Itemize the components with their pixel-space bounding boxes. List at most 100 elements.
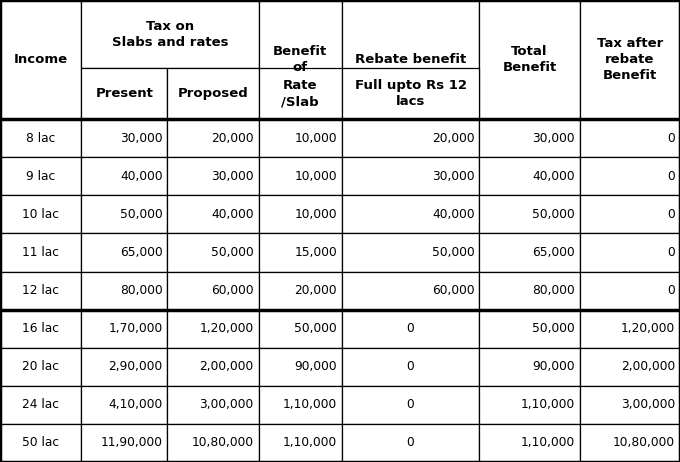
Text: 10,000: 10,000 bbox=[294, 132, 337, 145]
Text: 30,000: 30,000 bbox=[532, 132, 575, 145]
Bar bbox=[81, 424, 167, 462]
Text: 40,000: 40,000 bbox=[432, 208, 475, 221]
Bar bbox=[0, 272, 81, 310]
Bar bbox=[81, 119, 167, 157]
Bar bbox=[81, 0, 258, 68]
Text: 50 lac: 50 lac bbox=[22, 437, 59, 450]
Text: 80,000: 80,000 bbox=[532, 284, 575, 297]
Text: Rate
/Slab: Rate /Slab bbox=[282, 79, 319, 108]
Bar bbox=[579, 233, 680, 272]
Text: 8 lac: 8 lac bbox=[26, 132, 55, 145]
Text: 0: 0 bbox=[407, 437, 415, 450]
Text: 1,70,000: 1,70,000 bbox=[109, 322, 163, 335]
Text: 9 lac: 9 lac bbox=[26, 170, 55, 183]
Bar bbox=[258, 119, 342, 157]
Text: 0: 0 bbox=[668, 170, 675, 183]
Bar bbox=[0, 233, 81, 272]
Text: 1,10,000: 1,10,000 bbox=[283, 437, 337, 450]
Bar bbox=[479, 195, 579, 233]
Text: 3,00,000: 3,00,000 bbox=[621, 398, 675, 411]
Bar bbox=[81, 157, 167, 195]
Bar bbox=[579, 119, 680, 157]
Text: Total
Benefit: Total Benefit bbox=[503, 45, 557, 74]
Text: 10,000: 10,000 bbox=[294, 208, 337, 221]
Bar bbox=[342, 272, 479, 310]
Bar bbox=[258, 0, 342, 119]
Bar bbox=[479, 348, 579, 386]
Bar bbox=[579, 386, 680, 424]
Bar bbox=[479, 157, 579, 195]
Text: 12 lac: 12 lac bbox=[22, 284, 59, 297]
Bar bbox=[579, 157, 680, 195]
Bar bbox=[258, 310, 342, 348]
Text: 0: 0 bbox=[668, 208, 675, 221]
Text: 10,80,000: 10,80,000 bbox=[613, 437, 675, 450]
Text: 10 lac: 10 lac bbox=[22, 208, 59, 221]
Text: 3,00,000: 3,00,000 bbox=[199, 398, 254, 411]
Text: 20,000: 20,000 bbox=[432, 132, 475, 145]
Bar bbox=[167, 157, 258, 195]
Bar bbox=[479, 119, 579, 157]
Bar bbox=[81, 386, 167, 424]
Text: 50,000: 50,000 bbox=[532, 208, 575, 221]
Bar bbox=[258, 424, 342, 462]
Bar bbox=[579, 310, 680, 348]
Text: 1,10,000: 1,10,000 bbox=[283, 398, 337, 411]
Text: Tax after
rebate
Benefit: Tax after rebate Benefit bbox=[597, 37, 663, 82]
Bar bbox=[258, 68, 342, 119]
Text: 0: 0 bbox=[668, 284, 675, 297]
Text: 20,000: 20,000 bbox=[294, 284, 337, 297]
Bar bbox=[479, 0, 579, 119]
Bar bbox=[342, 310, 479, 348]
Text: 60,000: 60,000 bbox=[432, 284, 475, 297]
Text: 20 lac: 20 lac bbox=[22, 360, 59, 373]
Text: 65,000: 65,000 bbox=[532, 246, 575, 259]
Bar bbox=[342, 119, 479, 157]
Bar bbox=[342, 68, 479, 119]
Text: 40,000: 40,000 bbox=[120, 170, 163, 183]
Bar bbox=[342, 424, 479, 462]
Text: 15,000: 15,000 bbox=[294, 246, 337, 259]
Text: Proposed: Proposed bbox=[177, 87, 248, 100]
Text: 1,10,000: 1,10,000 bbox=[521, 398, 575, 411]
Bar bbox=[479, 310, 579, 348]
Bar bbox=[0, 157, 81, 195]
Bar bbox=[479, 386, 579, 424]
Text: 24 lac: 24 lac bbox=[22, 398, 59, 411]
Text: 50,000: 50,000 bbox=[432, 246, 475, 259]
Text: 2,00,000: 2,00,000 bbox=[199, 360, 254, 373]
Bar bbox=[258, 195, 342, 233]
Bar bbox=[0, 195, 81, 233]
Bar bbox=[167, 424, 258, 462]
Bar bbox=[167, 68, 258, 119]
Text: 90,000: 90,000 bbox=[532, 360, 575, 373]
Bar bbox=[479, 424, 579, 462]
Text: Benefit
of: Benefit of bbox=[273, 45, 327, 74]
Bar bbox=[342, 348, 479, 386]
Bar bbox=[579, 272, 680, 310]
Bar bbox=[81, 233, 167, 272]
Text: Rebate benefit: Rebate benefit bbox=[355, 53, 466, 66]
Bar bbox=[167, 119, 258, 157]
Bar bbox=[167, 386, 258, 424]
Text: Full upto Rs 12
lacs: Full upto Rs 12 lacs bbox=[355, 79, 466, 108]
Bar bbox=[167, 348, 258, 386]
Text: 16 lac: 16 lac bbox=[22, 322, 59, 335]
Text: 0: 0 bbox=[668, 132, 675, 145]
Bar bbox=[258, 386, 342, 424]
Text: 50,000: 50,000 bbox=[120, 208, 163, 221]
Text: 0: 0 bbox=[668, 246, 675, 259]
Bar bbox=[0, 424, 81, 462]
Text: 50,000: 50,000 bbox=[294, 322, 337, 335]
Bar bbox=[479, 233, 579, 272]
Text: 40,000: 40,000 bbox=[532, 170, 575, 183]
Bar bbox=[579, 424, 680, 462]
Bar bbox=[0, 386, 81, 424]
Text: 0: 0 bbox=[407, 398, 415, 411]
Bar bbox=[342, 0, 479, 119]
Bar bbox=[81, 272, 167, 310]
Text: 1,10,000: 1,10,000 bbox=[521, 437, 575, 450]
Text: Income: Income bbox=[14, 53, 67, 66]
Text: 0: 0 bbox=[407, 360, 415, 373]
Text: 0: 0 bbox=[407, 322, 415, 335]
